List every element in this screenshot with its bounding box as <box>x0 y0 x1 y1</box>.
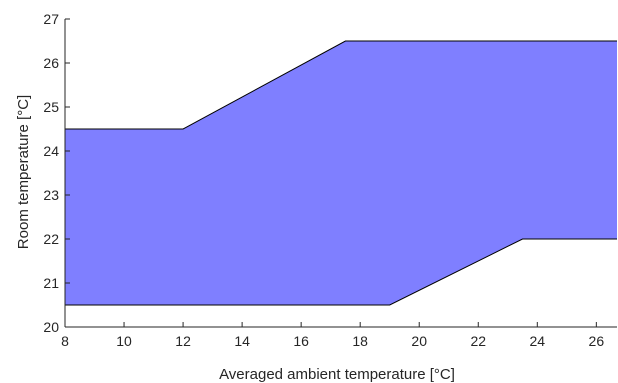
x-tick-label: 18 <box>352 333 368 349</box>
x-tick-label: 14 <box>234 333 250 349</box>
x-tick-label: 10 <box>116 333 132 349</box>
x-tick-label: 12 <box>175 333 191 349</box>
x-tick-label: 22 <box>470 333 486 349</box>
y-tick-label: 26 <box>43 55 59 71</box>
y-tick-label: 25 <box>43 99 59 115</box>
plot-area <box>65 41 617 305</box>
y-tick-label: 23 <box>43 187 59 203</box>
comfort-band-fill <box>65 41 617 305</box>
x-tick-label: 16 <box>293 333 309 349</box>
x-tick-label: 20 <box>411 333 427 349</box>
y-tick-label: 27 <box>43 11 59 27</box>
y-axis-label: Room temperature [°C] <box>15 95 32 249</box>
x-tick-label: 26 <box>589 333 605 349</box>
y-tick-label: 22 <box>43 231 59 247</box>
y-tick-label: 24 <box>43 143 59 159</box>
x-tick-label: 24 <box>530 333 546 349</box>
x-tick-label: 8 <box>61 333 69 349</box>
y-tick-label: 21 <box>43 275 59 291</box>
y-tick-label: 20 <box>43 319 59 335</box>
x-axis-label: Averaged ambient temperature [°C] <box>219 366 455 383</box>
